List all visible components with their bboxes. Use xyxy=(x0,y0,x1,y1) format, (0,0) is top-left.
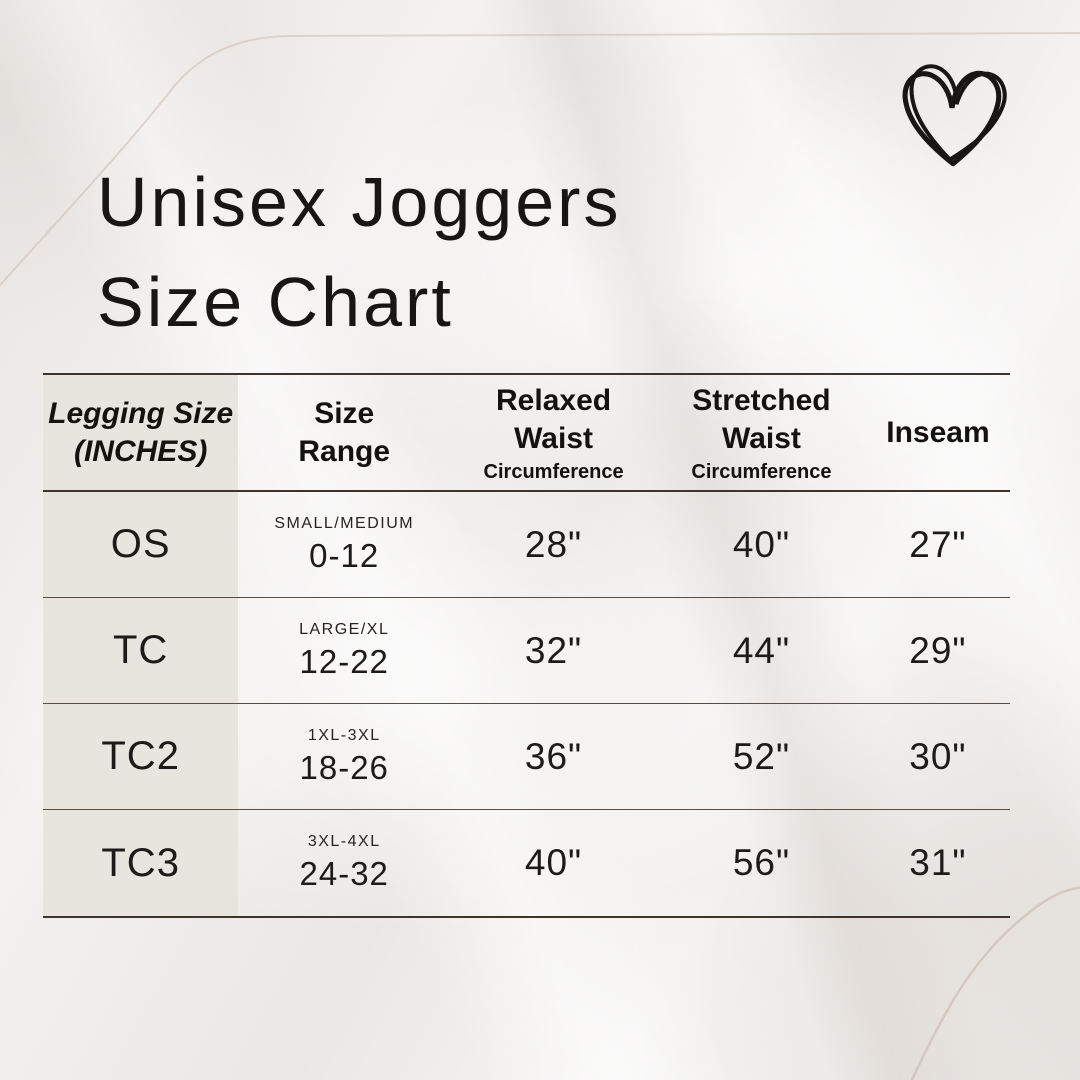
relaxed-waist-cell: 32" xyxy=(524,629,583,671)
size-range-cell: 1XL-3XL 18-26 xyxy=(299,726,389,786)
header-size-range: Size Range xyxy=(298,396,391,468)
size-range-cell: LARGE/XL 12-22 xyxy=(299,620,390,680)
legging-size-cell: TC3 xyxy=(43,810,239,916)
size-range-cell: 3XL-4XL 24-32 xyxy=(299,833,389,892)
header-stretched-waist: Stretched Waist Circumference xyxy=(691,383,832,483)
table-header-row: Legging Size (INCHES) Size Range Relaxed… xyxy=(43,375,1010,492)
relaxed-waist-cell: 40" xyxy=(524,842,583,883)
inseam-cell: 30" xyxy=(909,735,967,777)
inseam-cell: 29" xyxy=(909,629,967,671)
size-range-cell: SMALL/MEDIUM 0-12 xyxy=(274,514,415,574)
relaxed-waist-cell: 36" xyxy=(524,735,583,777)
stretched-waist-cell: 52" xyxy=(732,735,791,777)
header-inseam: Inseam xyxy=(886,415,990,449)
inseam-cell: 31" xyxy=(909,842,967,883)
relaxed-waist-cell: 28" xyxy=(524,523,583,565)
legging-size-cell: OS xyxy=(43,492,239,597)
stretched-waist-cell: 44" xyxy=(732,629,791,671)
page-title-line1: Unisex Joggers xyxy=(97,163,622,241)
table-row: TC LARGE/XL 12-22 32" 44" 29" xyxy=(43,598,1010,704)
table-row: TC3 3XL-4XL 24-32 40" 56" 31" xyxy=(43,810,1010,916)
legging-size-cell: TC2 xyxy=(43,704,239,809)
table-row: TC2 1XL-3XL 18-26 36" 52" 30" xyxy=(43,704,1010,810)
heart-icon xyxy=(902,64,1007,167)
page-title-line2: Size Chart xyxy=(97,263,454,341)
stretched-waist-cell: 56" xyxy=(732,842,791,883)
table-row: OS SMALL/MEDIUM 0-12 28" 40" 27" xyxy=(43,492,1010,598)
stretched-waist-cell: 40" xyxy=(732,523,791,565)
header-relaxed-waist: Relaxed Waist Circumference xyxy=(483,383,624,483)
size-chart-table: Legging Size (INCHES) Size Range Relaxed… xyxy=(43,373,1010,918)
inseam-cell: 27" xyxy=(909,523,967,565)
header-legging-size: Legging Size (INCHES) xyxy=(43,375,239,490)
page-title: Unisex Joggers Size Chart xyxy=(97,152,621,352)
legging-size-cell: TC xyxy=(43,598,239,703)
